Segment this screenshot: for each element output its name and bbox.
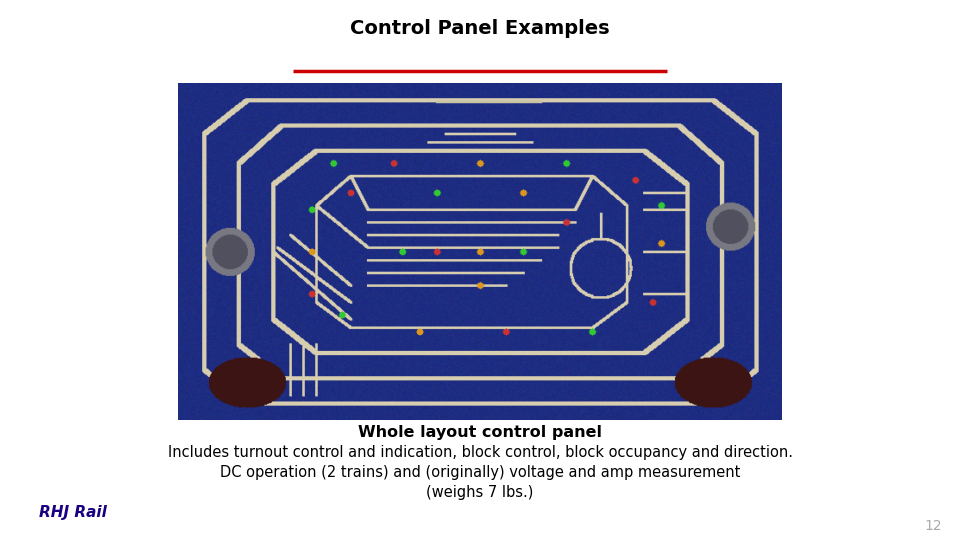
Text: DC operation (2 trains) and (originally) voltage and amp measurement: DC operation (2 trains) and (originally)…: [220, 464, 740, 480]
Text: Control Panel Examples: Control Panel Examples: [350, 18, 610, 37]
Text: 12: 12: [924, 519, 942, 533]
Text: RHJ Rail: RHJ Rail: [39, 505, 107, 521]
Text: (weighs 7 lbs.): (weighs 7 lbs.): [426, 484, 534, 500]
Text: Includes turnout control and indication, block control, block occupancy and dire: Includes turnout control and indication,…: [167, 444, 793, 460]
Text: Whole layout control panel: Whole layout control panel: [358, 424, 602, 440]
